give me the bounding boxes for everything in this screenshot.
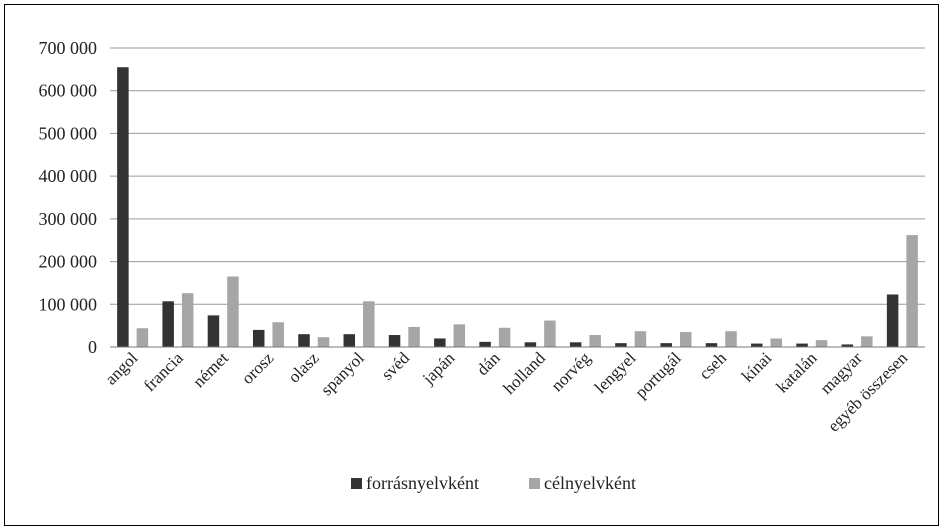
legend-label: forrásnyelvként xyxy=(366,473,479,493)
x-tick-label: német xyxy=(189,348,232,391)
bar-cel xyxy=(815,340,828,347)
bar-cel xyxy=(181,293,194,347)
x-tick-label: portugál xyxy=(631,348,685,402)
bar-cel xyxy=(136,328,149,347)
bar-cel xyxy=(589,335,601,347)
y-tick-label: 300 000 xyxy=(39,209,98,229)
bar-forras xyxy=(886,294,899,347)
bar-forras xyxy=(298,334,310,347)
y-tick-label: 500 000 xyxy=(39,123,98,143)
bar-cel xyxy=(453,324,466,347)
bar-forras xyxy=(705,343,718,347)
y-tick-label: 700 000 xyxy=(39,38,98,58)
bar-forras xyxy=(660,343,672,347)
legend: forrásnyelvként célnyelvként xyxy=(351,473,636,493)
bar-forras xyxy=(841,344,854,347)
x-tick-label: kínai xyxy=(738,348,776,386)
bar-forras xyxy=(434,338,446,347)
bar-forras xyxy=(343,334,356,347)
bar-forras xyxy=(615,343,627,347)
x-tick-label: dán xyxy=(473,348,504,379)
x-tick-label: japán xyxy=(418,348,459,389)
bar-forras xyxy=(751,343,763,347)
x-tick-label: svéd xyxy=(378,348,414,384)
y-tick-label: 0 xyxy=(88,337,97,357)
bar-cel xyxy=(498,327,511,347)
legend-label: célnyelvként xyxy=(544,473,636,493)
y-tick-label: 600 000 xyxy=(39,81,98,101)
bar-cel xyxy=(861,336,873,347)
x-tick-label: olasz xyxy=(284,348,322,386)
bar-cel xyxy=(408,326,420,347)
bar-forras xyxy=(162,301,174,347)
bar-cel xyxy=(634,331,647,347)
bar-cel xyxy=(317,337,330,347)
x-tick-label: spanyol xyxy=(317,348,368,399)
bar-forras xyxy=(117,67,129,347)
bar-cel xyxy=(544,320,556,347)
x-tick-label: angol xyxy=(101,348,141,388)
bar-cel xyxy=(725,331,737,347)
legend-swatch xyxy=(529,478,540,489)
y-tick-label: 200 000 xyxy=(39,252,98,272)
x-tick-label: egyéb összesen xyxy=(824,348,912,436)
bar-forras xyxy=(796,343,808,347)
x-tick-label: norvég xyxy=(547,348,594,395)
bar-forras xyxy=(207,315,220,347)
x-tick-label: orosz xyxy=(238,348,278,388)
x-tick-label: katalán xyxy=(772,348,820,396)
bar-forras xyxy=(524,342,537,347)
bar-cel xyxy=(272,322,284,347)
bar-cel xyxy=(906,235,918,347)
bar-cel xyxy=(363,301,375,347)
bar-forras xyxy=(569,342,582,347)
bar-forras xyxy=(388,335,401,347)
x-tick-label: holland xyxy=(499,348,549,398)
legend-swatch xyxy=(351,478,362,489)
gridlines xyxy=(110,47,925,305)
bar-cel xyxy=(679,332,692,347)
bar-cel xyxy=(227,276,239,347)
bar-cel xyxy=(770,338,783,347)
y-axis-ticks: 0 100 000 200 000 300 000 400 000 500 000 600 … xyxy=(39,38,98,357)
bar-forras xyxy=(252,329,265,347)
y-tick-label: 400 000 xyxy=(39,166,98,186)
y-tick-label: 100 000 xyxy=(39,294,98,314)
x-tick-label: cseh xyxy=(695,348,730,383)
x-tick-label: francia xyxy=(140,348,187,395)
bar-forras xyxy=(479,341,491,347)
bars xyxy=(117,67,918,347)
